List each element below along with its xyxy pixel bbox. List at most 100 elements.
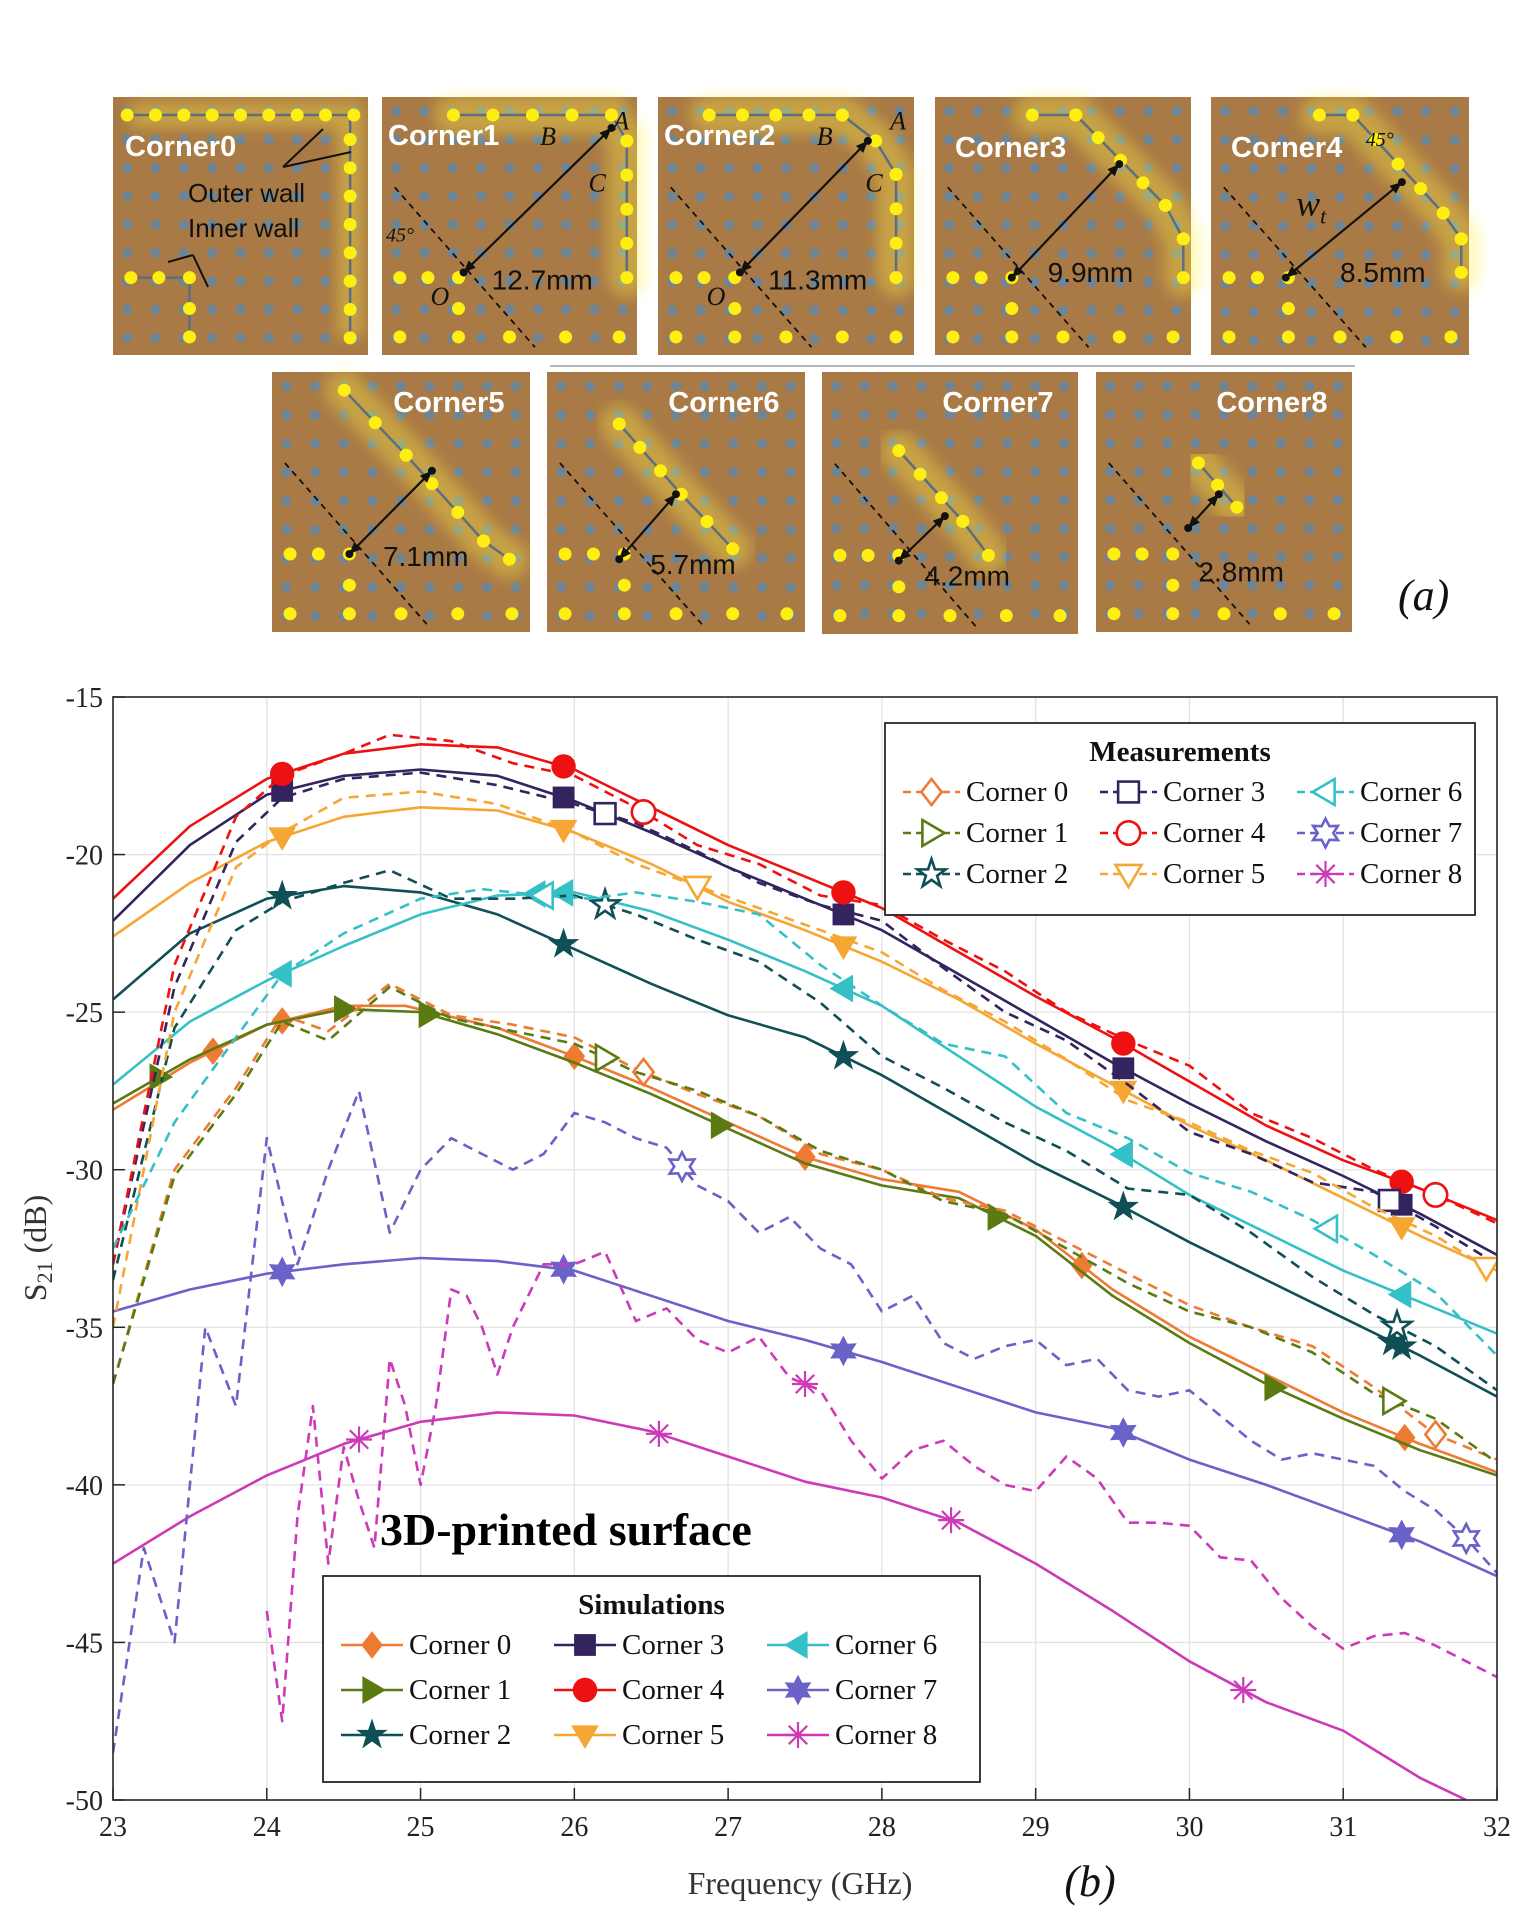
grey-via: [785, 524, 796, 535]
yellow-via: [835, 108, 849, 122]
dimension-label: 5.7mm: [650, 549, 736, 580]
width-subscript: t: [1320, 204, 1327, 229]
x-tick-label: 32: [1483, 1812, 1511, 1843]
grey-via: [367, 553, 378, 564]
measurement-series: [113, 733, 1497, 1753]
x-tick-label: 28: [868, 1812, 896, 1843]
arrow-head: [1011, 265, 1024, 278]
yellow-via: [452, 302, 465, 316]
grey-via: [320, 162, 331, 174]
grey-via: [1420, 106, 1432, 117]
grey-via: [1304, 580, 1315, 591]
diagonal-dashed-line: [559, 462, 703, 625]
dimension-label: 7.1mm: [383, 541, 469, 572]
grey-via: [752, 219, 763, 231]
grey-via: [1029, 333, 1040, 344]
corner-tile-8: Corner8 2.8mm: [1096, 372, 1352, 632]
yellow-via: [802, 108, 816, 122]
legend-label: Corner 7: [1360, 817, 1462, 849]
yellow-via: [1005, 302, 1019, 316]
sim-line: [113, 768, 1497, 1256]
grey-via: [916, 580, 927, 591]
grey-via: [1114, 191, 1126, 202]
grey-via: [973, 494, 984, 506]
legend-entry-corner-1: Corner 1: [903, 817, 1068, 849]
legend-marker: [571, 1725, 599, 1749]
legend-label: Corner 8: [1360, 858, 1462, 890]
arrow-head: [739, 260, 752, 273]
yellow-via: [486, 108, 500, 122]
grey-via: [206, 219, 218, 230]
grey-via: [1304, 494, 1315, 506]
grey-via: [944, 409, 956, 420]
grey-via: [728, 438, 739, 449]
grey-via: [1420, 249, 1432, 260]
grey-via: [589, 190, 600, 202]
grey-via: [699, 610, 710, 621]
grey-via: [831, 494, 842, 506]
grey-via: [723, 134, 735, 145]
yellow-via: [889, 167, 903, 181]
yellow-via: [343, 331, 357, 345]
diagonal-dashed-line: [670, 186, 813, 348]
grey-via: [667, 162, 678, 174]
grey-via: [206, 247, 218, 259]
grey-via: [453, 467, 464, 478]
grey-via: [973, 466, 984, 477]
grey-via: [1057, 248, 1069, 259]
legend-marker: [1115, 819, 1142, 846]
yellow-via: [974, 271, 988, 285]
sim-marker: [1111, 1031, 1136, 1056]
grey-via: [1218, 409, 1230, 420]
grey-via: [1304, 381, 1315, 392]
grey-via: [1105, 409, 1116, 420]
grey-via: [150, 332, 161, 344]
grey-via: [367, 610, 378, 621]
grey-via: [1220, 163, 1231, 174]
grey-via: [1030, 523, 1041, 534]
grey-via: [1218, 381, 1230, 392]
yellow-via: [999, 609, 1013, 623]
grey-via: [1304, 466, 1315, 477]
sim-marker: [550, 1253, 577, 1285]
corner-name: Corner2: [664, 120, 775, 152]
dimension-label: 9.9mm: [1048, 257, 1134, 288]
grey-via: [1029, 219, 1040, 231]
sim-marker: [1109, 1140, 1133, 1169]
y-tick-label: -20: [66, 841, 103, 872]
meas-line: [113, 868, 1497, 1392]
yellow-via: [347, 108, 361, 122]
grey-via: [1171, 134, 1182, 145]
grey-via: [972, 219, 983, 231]
grey-via: [1133, 523, 1144, 534]
grey-via: [1029, 162, 1040, 174]
sim-line: [113, 1256, 1497, 1578]
yellow-via: [1069, 108, 1083, 122]
legend-label: Corner 0: [966, 776, 1068, 808]
grey-via: [973, 437, 984, 449]
x-tick-label: 27: [714, 1812, 742, 1843]
grey-via: [859, 523, 870, 534]
grey-via: [178, 247, 190, 259]
grey-via: [944, 134, 955, 145]
grey-via: [667, 134, 678, 145]
grey-via: [424, 553, 435, 564]
meas-marker: [1312, 1213, 1339, 1245]
asterisk-stroke: [349, 1429, 370, 1450]
grey-via: [235, 304, 246, 315]
sim-marker: [269, 761, 295, 787]
yellow-via: [669, 607, 683, 621]
dimension-point: [459, 268, 468, 277]
yellow-via: [311, 547, 325, 561]
grey-via: [309, 467, 321, 478]
grey-via: [1000, 106, 1012, 117]
yellow-via: [120, 108, 134, 122]
grey-via: [695, 191, 706, 202]
arrow-head: [599, 127, 612, 140]
grey-via: [1334, 249, 1346, 260]
corner-name: Corner8: [1216, 387, 1327, 419]
diagonal-dashed-line: [284, 462, 428, 625]
legend-marker: [919, 776, 944, 808]
sim-line: [113, 742, 1497, 1222]
sim-marker: [938, 1507, 965, 1534]
